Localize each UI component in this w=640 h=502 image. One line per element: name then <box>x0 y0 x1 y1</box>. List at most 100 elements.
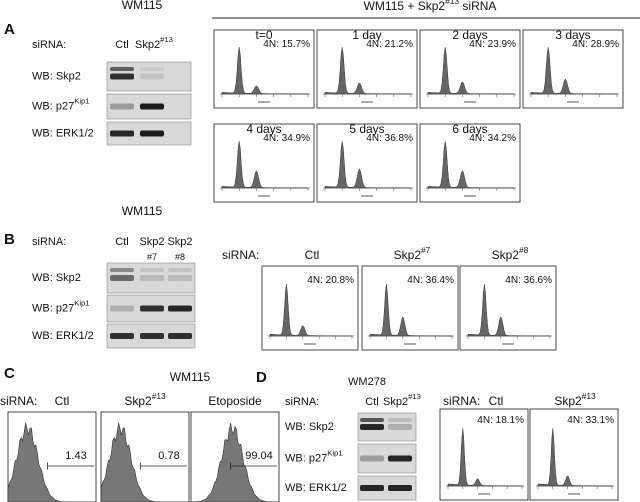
histogram-value: 0.78 <box>158 450 179 462</box>
blot-label: WB: ERK1/2 <box>32 127 94 139</box>
histogram-frame <box>419 123 521 203</box>
lane-note: #8 <box>175 252 185 262</box>
dna-histogram <box>530 47 618 95</box>
histogram-label-part: 2 days <box>452 28 487 42</box>
blot-label-part: WB: Skp2 <box>32 70 81 82</box>
cell-line-part: WM278 <box>348 376 386 388</box>
blot-band <box>110 103 134 110</box>
blot-band <box>140 67 164 71</box>
cell-line: WM278 <box>348 376 386 388</box>
sirna-label-part: siRNA: <box>285 396 319 408</box>
dna-histogram <box>447 428 523 487</box>
histogram-value-part: 4N: 28.9% <box>572 39 619 50</box>
histogram-value: 99.04 <box>245 450 273 462</box>
histogram-value-part: 0.78 <box>158 450 179 462</box>
histogram-label-part: 1 day <box>352 28 381 42</box>
histogram-frame <box>213 123 315 203</box>
sirna-label-part: siRNA: <box>222 248 259 262</box>
histogram-frame <box>419 29 521 109</box>
histogram-value: 4N: 34.2% <box>469 133 516 144</box>
blot-label-part: WB: ERK1/2 <box>32 330 94 342</box>
sirna-label-part: siRNA: <box>32 236 66 248</box>
blot-band <box>360 455 384 462</box>
histogram-value-part: 99.04 <box>245 450 273 462</box>
lane-label-part: Ctl <box>115 39 128 51</box>
dna-histogram <box>427 141 515 189</box>
blot-band <box>140 268 164 272</box>
lane-label-part: Skp2 <box>167 236 192 248</box>
blot-band <box>140 305 164 312</box>
lane-note: #7 <box>147 252 157 262</box>
blot-label-part: WB: Skp2 <box>32 272 81 284</box>
blot-band <box>140 333 164 339</box>
panel-title: WM115 + Skp2#13 siRNA <box>364 0 497 13</box>
lane-label: Skp2 <box>167 236 192 248</box>
histogram-value: 1.43 <box>65 450 86 462</box>
dna-histogram <box>467 284 551 337</box>
lane-note-part: #7 <box>147 252 157 262</box>
histogram-label: 3 days <box>555 28 590 42</box>
sirna-label: siRNA: <box>32 39 66 51</box>
histogram-label-part: Etoposide <box>208 394 262 408</box>
blot-band <box>360 418 384 422</box>
lane-label: Ctl <box>365 396 378 408</box>
lane-label-part: Skp2 <box>383 396 408 408</box>
flow-histogram <box>100 422 189 502</box>
histogram-frame <box>316 29 418 109</box>
blot-label-part: WB: p27 <box>32 100 74 112</box>
histogram-value: 4N: 15.7% <box>263 39 310 50</box>
axis-caption <box>567 101 579 103</box>
histogram-label-part: 3 days <box>555 28 590 42</box>
lane-label: Skp2#13 <box>135 35 173 51</box>
flow-histogram <box>190 423 279 502</box>
axis-caption <box>464 101 476 103</box>
panel-title-part: #13 <box>445 0 459 6</box>
histogram-value-part: 4N: 36.8% <box>366 133 413 144</box>
histogram-label-part: Ctl <box>305 248 320 262</box>
histogram-frame <box>213 29 315 109</box>
blot-label-part: WB: p27 <box>285 452 327 464</box>
cell-line-part: WM115 <box>122 0 163 12</box>
histogram-label-part: 5 days <box>349 122 384 136</box>
histogram-label: Ctl <box>489 394 504 408</box>
histogram-label-part: 6 days <box>452 122 487 136</box>
lane-note-part: #8 <box>175 252 185 262</box>
histogram-label: Ctl <box>55 394 70 408</box>
sirna-label: siRNA: <box>443 394 480 408</box>
lane-label-part: #13 <box>408 392 421 401</box>
panel-letter-part: A <box>4 21 15 38</box>
flow-histogram <box>7 422 96 502</box>
dna-histogram <box>369 284 453 337</box>
axis-caption <box>304 343 316 345</box>
histogram-frame <box>522 29 624 109</box>
histogram-value: 4N: 28.9% <box>572 39 619 50</box>
blot-label-part: WB: ERK1/2 <box>285 482 347 494</box>
histogram-value-part: 4N: 34.2% <box>469 133 516 144</box>
histogram-label: 6 days <box>452 122 487 136</box>
sirna-label: siRNA: <box>0 394 37 408</box>
lane-label: Skp2#13 <box>383 392 421 408</box>
axis-caption <box>258 195 270 197</box>
blot-band <box>110 268 134 272</box>
dna-histogram <box>324 47 412 95</box>
panel-letter: A <box>4 21 15 38</box>
histogram-value-part: 4N: 23.9% <box>469 39 516 50</box>
axis-caption <box>361 195 373 197</box>
blot-band <box>388 418 412 422</box>
blot-label: WB: Skp2 <box>285 421 334 433</box>
cell-line-part: WM115 <box>170 370 211 384</box>
panel-letter-part: B <box>4 231 15 248</box>
histogram-label-part: Ctl <box>489 394 504 408</box>
panel-letter-part: C <box>4 365 15 382</box>
sirna-label-part: siRNA: <box>0 394 37 408</box>
dna-histogram <box>269 284 353 337</box>
dna-histogram <box>221 141 309 189</box>
sirna-label: siRNA: <box>32 236 66 248</box>
histogram-value: 4N: 36.4% <box>407 275 454 286</box>
blot-band <box>168 275 192 281</box>
panel-letter: D <box>256 369 267 386</box>
histogram-label: Etoposide <box>208 394 262 408</box>
blot-label-part: Kip1 <box>74 97 89 106</box>
blot-band <box>168 305 192 312</box>
axis-caption <box>361 101 373 103</box>
